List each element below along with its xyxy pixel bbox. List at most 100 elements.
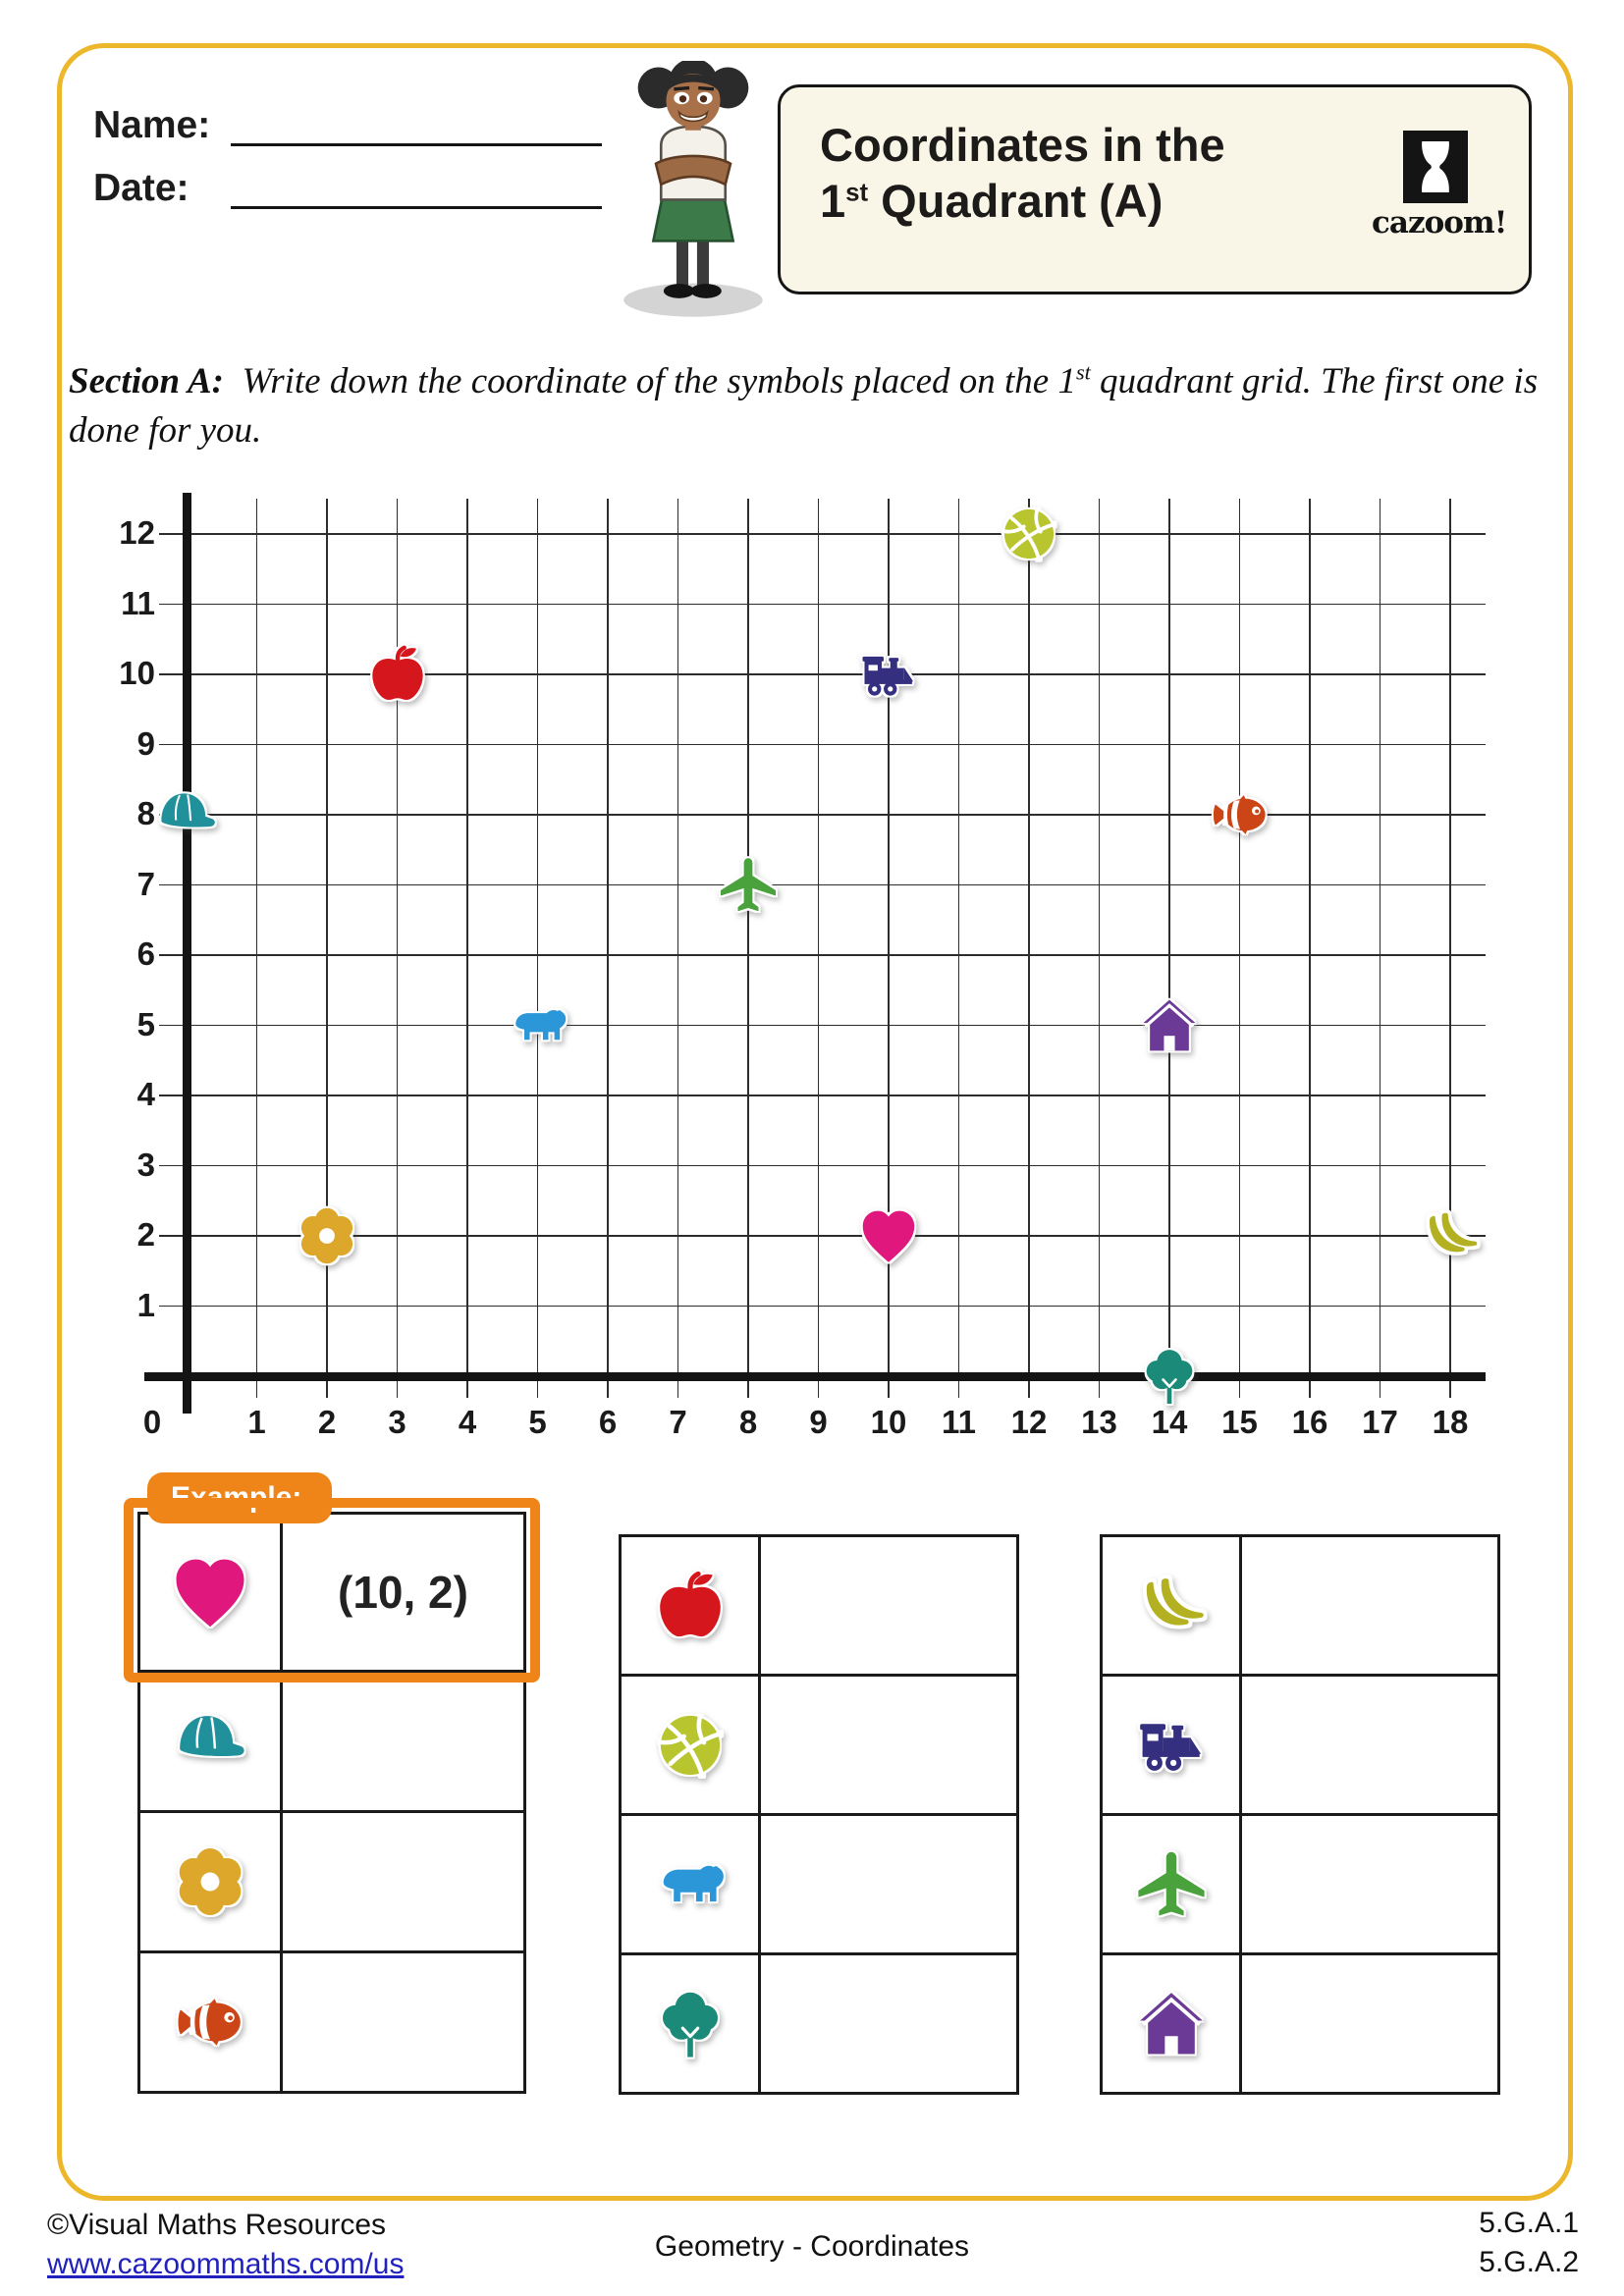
grid-symbol-heart	[854, 1201, 923, 1270]
grid-symbol-train	[854, 640, 923, 709]
grid-hline	[159, 1024, 1486, 1027]
x-axis-label: 9	[809, 1404, 828, 1440]
bear-icon	[622, 1816, 761, 1952]
x-axis-label: 16	[1291, 1404, 1328, 1440]
title-box: Coordinates in the 1st Quadrant (A) cazo…	[778, 84, 1532, 294]
date-line[interactable]	[231, 206, 602, 209]
section-a-instructions: Section A: Write down the coordinate of …	[69, 359, 1539, 451]
footer-standard-1: 5.G.A.1	[1479, 2207, 1579, 2239]
grid-hline	[159, 1235, 1486, 1237]
y-axis-label: 9	[136, 724, 155, 762]
y-axis-label: 1	[136, 1286, 155, 1323]
name-line[interactable]	[231, 143, 602, 146]
coordinate-grid: 0 1 2 3 4 5 6 7 8 9 10 11 12 13 14 15 16 17 18 1 2 3 4 5 6 7 8 9 10 1…	[119, 493, 1486, 1440]
y-axis-label: 8	[136, 795, 155, 831]
apple-icon	[622, 1537, 761, 1674]
x-axis-label: 7	[669, 1404, 687, 1440]
x-axis-label: 5	[528, 1404, 547, 1440]
grid-vline	[817, 499, 820, 1398]
footer-standard-2: 5.G.A.2	[1479, 2246, 1579, 2278]
grid-vline	[607, 499, 609, 1398]
grid-vline	[747, 499, 749, 1398]
grid-vline	[466, 499, 468, 1398]
x-axis-label: 6	[598, 1404, 618, 1440]
table-row: (10, 2)	[140, 1515, 523, 1670]
answer-cell[interactable]	[761, 1677, 1016, 1813]
grid-vline	[1028, 499, 1030, 1398]
flower-icon	[140, 1813, 283, 1950]
y-axis-label: 5	[136, 1005, 155, 1042]
basketball-icon	[622, 1677, 761, 1813]
footer-copyright: ©Visual Maths Resources	[47, 2209, 387, 2241]
x-axis-label: 2	[317, 1404, 337, 1440]
grid-vline	[255, 499, 258, 1398]
answer-table-3	[1100, 1534, 1500, 2095]
grid-hline	[159, 814, 1486, 816]
grid-symbol-plane	[714, 851, 783, 920]
table-row	[622, 1674, 1016, 1813]
heart-icon	[140, 1515, 283, 1670]
x-axis-label: 1	[247, 1404, 266, 1440]
grid-symbol-banana	[1416, 1201, 1485, 1270]
worksheet-title: Coordinates in the 1st Quadrant (A)	[820, 119, 1225, 228]
x-axis-label: 17	[1362, 1404, 1398, 1440]
grid-vline	[1309, 499, 1311, 1398]
table-row	[622, 1813, 1016, 1952]
grid-vline	[1168, 499, 1170, 1398]
y-axis-label: 3	[136, 1146, 155, 1183]
grid-hline	[159, 673, 1486, 675]
table-row	[1103, 1537, 1497, 1674]
train-icon	[1103, 1677, 1242, 1813]
table-row	[140, 1810, 523, 1950]
answer-cell[interactable]	[761, 1816, 1016, 1952]
grid-vline	[536, 499, 539, 1398]
grid-symbol-apple	[363, 640, 432, 709]
grid-symbol-cap	[152, 780, 221, 849]
answer-cell[interactable]	[283, 1813, 523, 1950]
girl-illustration	[615, 58, 772, 318]
grid-symbol-fish	[1206, 780, 1274, 849]
grid-symbol-basketball	[995, 500, 1063, 568]
answer-cell[interactable]	[283, 1953, 523, 2091]
grid-vline	[957, 499, 960, 1398]
table-row	[140, 1950, 523, 2091]
y-axis-label: 10	[119, 655, 155, 691]
grid-vline	[1379, 499, 1381, 1398]
grid-vline	[888, 499, 890, 1398]
x-axis-label: 14	[1151, 1404, 1188, 1440]
banana-icon	[1103, 1537, 1242, 1674]
grid-hline	[159, 1095, 1486, 1096]
tree-icon	[622, 1955, 761, 2092]
grid-vline	[677, 499, 679, 1398]
example-answer-cell: (10, 2)	[283, 1515, 523, 1670]
answer-cell[interactable]	[761, 1955, 1016, 2092]
answer-cell[interactable]	[1242, 1955, 1497, 2092]
y-axis-label: 4	[136, 1076, 155, 1112]
cap-icon	[140, 1673, 283, 1810]
answer-cell[interactable]	[1242, 1537, 1497, 1674]
y-axis-label: 2	[136, 1216, 155, 1253]
grid-hline	[159, 1164, 1486, 1167]
x-axis-label: 13	[1081, 1404, 1117, 1440]
grid-vline	[1449, 499, 1451, 1398]
x-axis-label: 8	[738, 1404, 758, 1440]
footer-url-link[interactable]: www.cazoommaths.com/us	[47, 2248, 405, 2280]
grid-hline	[159, 603, 1486, 606]
answer-cell[interactable]	[283, 1673, 523, 1810]
x-axis-label: 12	[1010, 1404, 1048, 1440]
answer-cell[interactable]	[1242, 1816, 1497, 1952]
grid-symbol-tree	[1135, 1342, 1204, 1411]
answer-cell[interactable]	[761, 1537, 1016, 1674]
answer-cell[interactable]	[1242, 1677, 1497, 1813]
grid-symbol-flower	[293, 1201, 361, 1270]
y-axis-label: 12	[119, 514, 155, 551]
grid-hline	[159, 1305, 1486, 1308]
y-axis-label: 11	[121, 584, 155, 621]
grid-hline	[159, 883, 1486, 886]
x-axis-label: 10	[870, 1404, 907, 1440]
y-axis	[182, 493, 191, 1414]
example-answer: (10, 2)	[338, 1567, 468, 1618]
x-axis-label: 15	[1221, 1404, 1258, 1440]
grid-vline	[1238, 499, 1241, 1398]
house-icon	[1103, 1955, 1242, 2092]
